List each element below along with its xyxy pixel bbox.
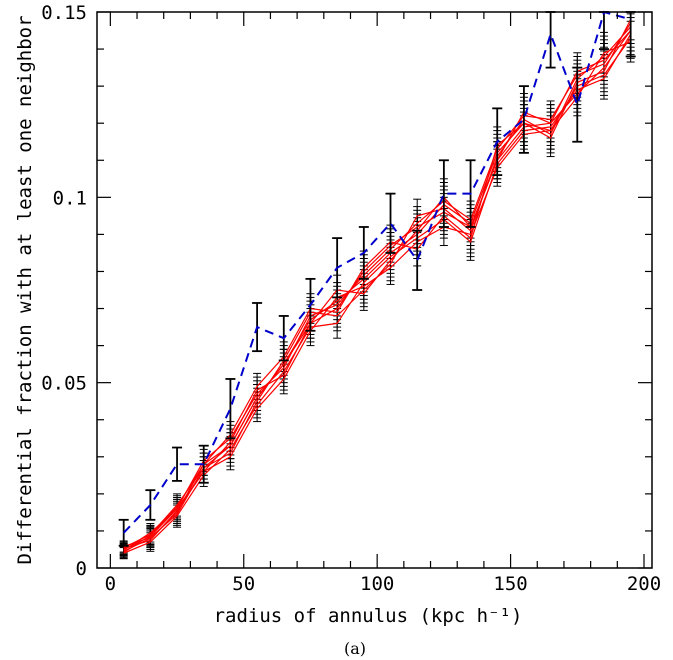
x-tick-label: 0 — [105, 573, 116, 595]
mock-series-line — [124, 31, 631, 547]
y-tick-label: 0.05 — [41, 373, 87, 395]
x-tick-label: 100 — [360, 573, 394, 595]
mock-series-layer — [120, 12, 635, 559]
y-tick-label: 0.1 — [53, 187, 87, 209]
x-tick-label: 200 — [627, 573, 661, 595]
observed-series-layer — [119, 12, 636, 546]
y-tick-label: 0.15 — [41, 2, 87, 24]
x-tick-label: 50 — [232, 573, 255, 595]
y-axis-label: Differential fraction with at least one … — [14, 15, 36, 564]
x-tick-label: 150 — [493, 573, 527, 595]
observed-series-line — [124, 12, 631, 533]
x-axis-label: radius of annulus (kpc h⁻¹) — [214, 605, 523, 627]
y-tick-label: 0 — [76, 558, 87, 580]
figure-caption: (a) — [344, 639, 366, 658]
